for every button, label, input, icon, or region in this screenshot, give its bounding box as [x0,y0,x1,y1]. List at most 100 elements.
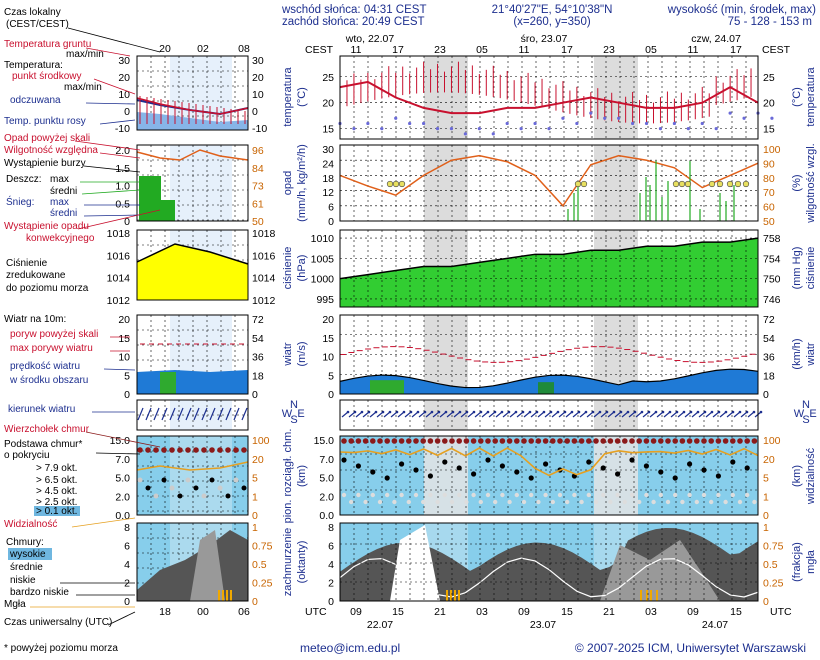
cloud-top-point [730,438,736,444]
okt-swatch [34,506,80,516]
cloud-top-point [384,438,391,444]
cloud-tick: 15.0 [314,435,335,447]
wind-arrow [724,410,728,414]
wind-arrow [367,410,371,414]
cloud-tick: 15.0 [110,435,131,447]
cloud-top-point [492,438,499,444]
legend-leader [85,102,136,105]
visibility-tick: 20 [252,454,264,466]
panel-frame [136,522,249,602]
pressure-axis-unit: (hPa) [296,255,308,282]
panel-frame [339,229,759,308]
wind-tick: 20 [118,314,130,326]
cloud-top-point [434,438,441,444]
wind-arrow [579,411,587,418]
cloud-base-point [615,492,620,498]
dewpoint-point [463,132,467,136]
cloud-top-point [161,447,167,453]
wind-arrow [514,410,518,414]
cloud-base-point [507,499,512,505]
dewpoint-point [533,121,537,126]
wind-arrow [731,410,735,414]
cloud-top-point [420,438,427,444]
cloud-base-point [478,499,483,505]
cloud-top-point [169,447,175,453]
wind-arrow [465,410,469,414]
legend-label: Wilgotność względna [4,145,98,156]
coverage-tick: 8 [328,522,334,534]
precip-tick: 24 [322,158,334,170]
coverage-tick: 6 [328,541,334,553]
cloud-top-point [413,438,419,444]
cloud-top-point [679,438,686,444]
temp-tick: 0 [124,106,130,118]
cloud-base-point [673,492,678,498]
wind-arrow [472,410,476,414]
cloud-tick: 7.0 [115,454,130,466]
cloud-top-point [449,438,455,444]
cloud-base-point [435,499,440,505]
legend-label: Wierzchołek chmur [4,424,90,435]
cloud-top-point [241,447,247,453]
legend-label: o pokryciu [4,450,50,461]
footer-copyright: © 2007-2025 ICM, Uniwersytet Warszawski [575,641,806,655]
cest-tick: 23 [434,44,446,56]
wind-arrow [654,410,658,414]
cloud-top-point [629,438,635,444]
legend-leader [74,140,141,151]
cloud-base-point [730,459,736,465]
cloud-base-point [421,499,426,505]
cloud-base-point [601,492,606,498]
panel-frame [339,55,759,140]
wind-arrow [453,411,461,418]
cloud-base-point [687,461,693,467]
wind-arrow [621,411,629,418]
cloud-top-point [177,447,183,453]
cloud-base-point [672,475,678,481]
fog-tick: 0 [252,596,258,608]
wind-arrow [451,410,455,414]
utc-small-tick: 06 [238,606,250,618]
wind-arrow [661,410,665,414]
wind-arrow [619,410,623,414]
dewpoint-point [547,127,551,131]
wind-arrow [712,411,720,418]
cloud-top-point [643,438,650,444]
wind-arrow [544,411,552,418]
elevation-title: wysokość (min, środek, max) [667,4,816,16]
wind-arrow [369,411,377,418]
wind-arrow [565,411,573,418]
cloud-base-point [363,499,368,505]
temp-tick: 0 [252,106,258,118]
wind-arrow [521,410,525,414]
wind-arrow [600,411,608,418]
cloud-top-point [362,438,369,444]
wind-arrow [675,410,679,414]
cloud-base-point [701,492,707,498]
utc-tick: 09 [518,606,530,618]
cloud-top-point [521,438,527,444]
cloud-base-point [615,471,621,477]
kmh-tick: 36 [763,352,775,364]
dewpoint-point [770,116,774,120]
cloud-base-point [543,461,549,467]
fog-bar [640,590,642,601]
cloud-base-point [600,465,606,471]
temp-tick: 15 [763,124,775,136]
visibility-tick: 5 [763,473,769,485]
legend-leader [85,431,161,448]
legend-leader [103,368,136,371]
legend-label: max porywy wiatru [10,343,93,354]
temp-tick: -10 [115,123,130,135]
cloud-top-point [485,438,491,444]
cest-tick: 11 [519,44,530,56]
wind-speed-line [339,368,759,389]
cloud-base-point [744,465,750,471]
wind-arrow [437,410,441,414]
cloud-base-point [392,499,397,505]
pressure-tick: 1010 [311,233,335,245]
legend-leader [95,452,141,455]
temp-mid-line [136,97,249,115]
pressure-axis-title: ciśnienie [282,247,294,290]
cloud-base-point [169,485,175,491]
